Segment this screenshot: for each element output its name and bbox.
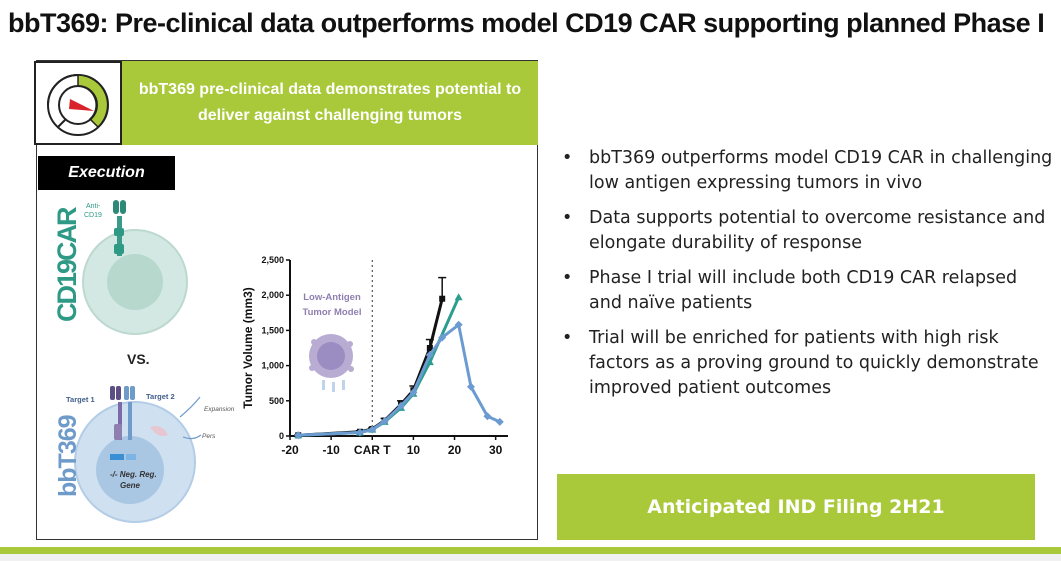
tumor-model-annotation: Low-Antigen Tumor Model xyxy=(303,292,362,392)
data-point xyxy=(483,412,492,421)
gene-label-line-1: -/- Neg. Reg. xyxy=(110,470,157,479)
tumor-cell-icon xyxy=(309,334,354,392)
data-point xyxy=(368,425,377,434)
x-tick-label: -20 xyxy=(281,443,299,457)
data-point xyxy=(439,295,446,302)
gauge-icon-box xyxy=(34,61,122,145)
x-tick-label: -10 xyxy=(322,443,340,457)
y-tick-label: 1,500 xyxy=(261,325,284,335)
target2-label: Target 2 xyxy=(146,392,175,401)
persistence-arrow xyxy=(182,434,202,440)
pers-label: Pers xyxy=(202,433,216,440)
tumor-volume-chart: 0 500 1,000 1,500 2,000 2,500 -20 -10 CAR T 10 20 3… xyxy=(241,255,508,457)
banner-line-2: deliver against challenging tumors xyxy=(197,107,463,124)
bullet-point: bbT369 outperforms model CD19 CAR in cha… xyxy=(560,146,1055,196)
data-point xyxy=(397,401,406,410)
data-point xyxy=(380,417,389,426)
car-t-nucleus xyxy=(107,254,163,310)
data-point xyxy=(425,358,434,366)
execution-label: Execution xyxy=(38,156,175,190)
bullet-point: Data supports potential to overcome resi… xyxy=(560,206,1055,256)
y-tick-label: 2,000 xyxy=(261,290,284,300)
banner-line-1: bbT369 pre-clinical data demonstrates po… xyxy=(138,81,522,98)
target1-label: Target 1 xyxy=(66,395,95,404)
gene-label-line-2: Gene xyxy=(120,481,141,490)
x-tick-label: CAR T xyxy=(354,443,391,457)
expansion-label: Expansion xyxy=(204,406,235,413)
vs-label: VS. xyxy=(127,351,150,367)
chart-axes: 0 500 1,000 1,500 2,000 2,500 -20 -10 CAR T 10 20 3… xyxy=(241,255,508,457)
degradation-glyph xyxy=(150,426,168,436)
x-tick-label: 30 xyxy=(489,443,503,457)
y-tick-label: 500 xyxy=(269,396,284,406)
speedometer-gauge-icon xyxy=(47,74,109,136)
bbt369-vertical-label: bbT369 xyxy=(54,415,82,497)
data-point xyxy=(466,382,475,391)
data-point xyxy=(495,417,504,426)
bullet-point: Trial will be enriched for patients with… xyxy=(560,326,1055,401)
annotation-line-2: Tumor Model xyxy=(303,307,362,318)
x-tick-label: 10 xyxy=(407,443,421,457)
ind-filing-callout: Anticipated IND Filing 2H21 xyxy=(557,474,1035,540)
y-tick-label: 0 xyxy=(279,431,284,441)
cell-diagram: Anti- CD19 CD19CAR VS. Target 1 Target 2… xyxy=(52,200,235,523)
cd19-receptor xyxy=(113,200,126,256)
data-point xyxy=(294,431,303,440)
data-series xyxy=(294,320,504,440)
footer-accent-bar xyxy=(0,547,1061,554)
data-point xyxy=(438,333,447,342)
annotation-line-1: Low-Antigen xyxy=(303,292,361,303)
anti-label: Anti- xyxy=(86,203,101,210)
data-point xyxy=(454,293,463,301)
bbt369-nucleus xyxy=(96,436,164,504)
data-point xyxy=(355,428,364,437)
data-point xyxy=(425,351,434,360)
footer-strip xyxy=(0,554,1061,561)
bullet-point: Phase I trial will include both CD19 CAR… xyxy=(560,266,1055,316)
chart-series xyxy=(294,276,504,440)
dual-target-receptor xyxy=(110,386,135,440)
data-point xyxy=(409,388,418,397)
data-point xyxy=(426,345,433,351)
key-points-list: bbT369 outperforms model CD19 CAR in cha… xyxy=(560,146,1055,411)
y-tick-label: 2,500 xyxy=(261,255,284,265)
y-tick-label: 1,000 xyxy=(261,361,284,371)
gene-insert-icon-2 xyxy=(126,454,136,460)
objective-banner: bbT369 pre-clinical data demonstrates po… xyxy=(122,61,538,145)
x-tick-label: 20 xyxy=(448,443,462,457)
gene-insert-icon xyxy=(110,454,124,460)
cd19car-vertical-label: CD19CAR xyxy=(52,207,82,322)
cd19-label: CD19 xyxy=(84,212,102,219)
data-point xyxy=(454,320,463,329)
expansion-arrow xyxy=(179,396,201,418)
y-axis-label: Tumor Volume (mm3) xyxy=(241,287,255,409)
page-title: bbT369: Pre-clinical data outperforms mo… xyxy=(8,8,1045,38)
